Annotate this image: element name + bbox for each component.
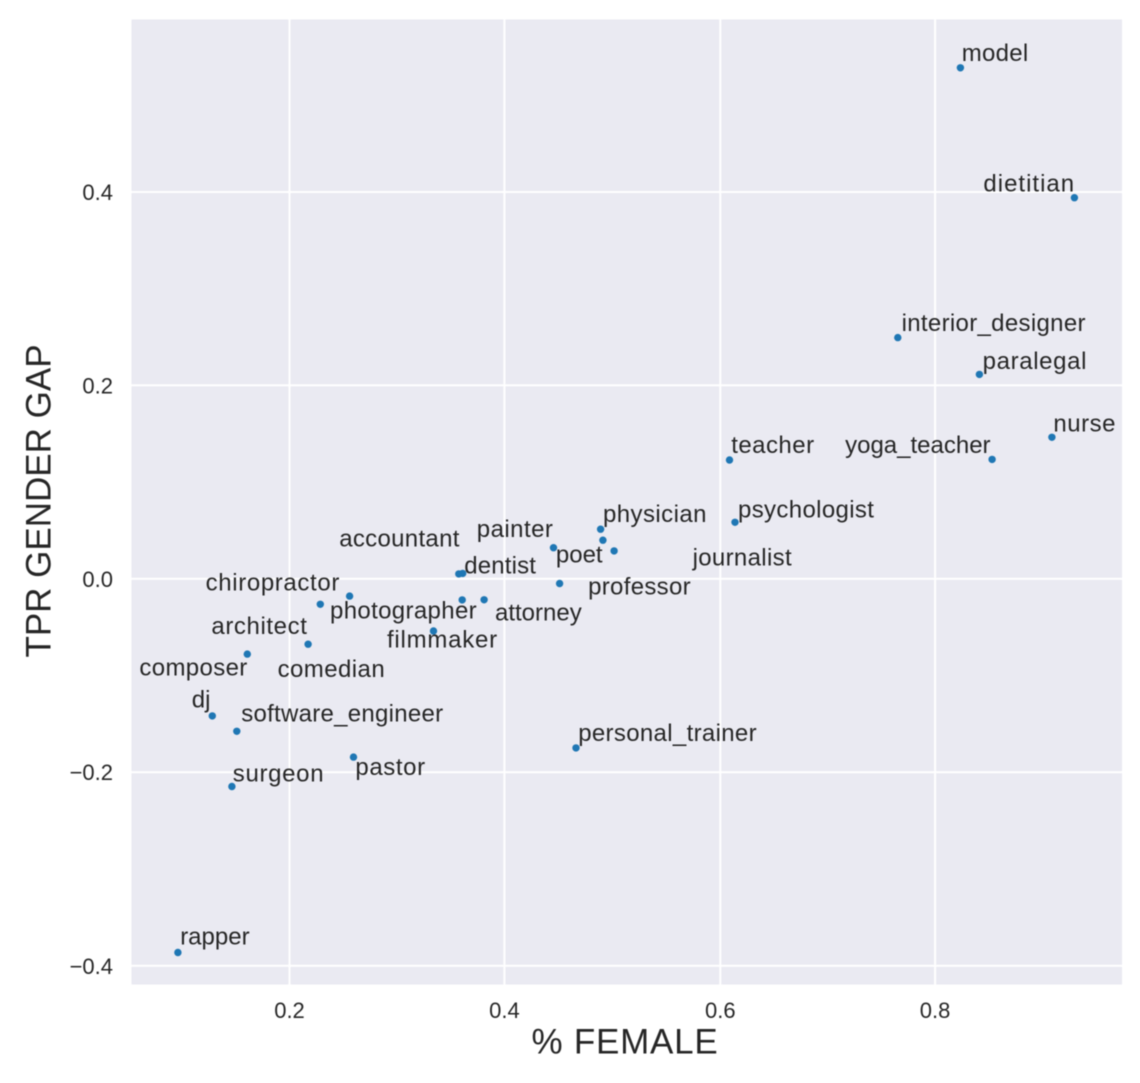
svg-text:0.2: 0.2 <box>82 373 113 398</box>
svg-text:painter: painter <box>477 516 554 543</box>
svg-text:0.4: 0.4 <box>82 180 113 205</box>
svg-text:TPR GENDER GAP: TPR GENDER GAP <box>19 344 58 657</box>
svg-text:architect: architect <box>211 613 307 640</box>
svg-text:accountant: accountant <box>339 526 460 553</box>
svg-text:physician: physician <box>603 501 707 528</box>
svg-text:pastor: pastor <box>355 754 425 781</box>
svg-text:poet: poet <box>556 541 603 568</box>
svg-text:0.8: 0.8 <box>920 998 951 1023</box>
svg-text:0.6: 0.6 <box>705 998 736 1023</box>
svg-text:interior_designer: interior_designer <box>902 310 1086 337</box>
svg-text:teacher: teacher <box>731 432 814 459</box>
svg-text:model: model <box>962 40 1029 67</box>
svg-text:% FEMALE: % FEMALE <box>532 1023 719 1062</box>
svg-text:rapper: rapper <box>180 924 249 951</box>
svg-text:dj: dj <box>192 687 211 714</box>
svg-text:nurse: nurse <box>1053 410 1116 437</box>
svg-text:attorney: attorney <box>495 599 582 626</box>
svg-text:chiropractor: chiropractor <box>206 570 340 597</box>
svg-text:0.4: 0.4 <box>489 998 520 1023</box>
svg-text:personal_trainer: personal_trainer <box>578 720 757 747</box>
svg-text:yoga_teacher: yoga_teacher <box>845 432 990 459</box>
svg-text:filmmaker: filmmaker <box>387 627 498 654</box>
svg-text:surgeon: surgeon <box>233 760 324 787</box>
svg-text:comedian: comedian <box>278 656 386 683</box>
svg-text:composer: composer <box>139 655 247 682</box>
svg-text:−0.2: −0.2 <box>70 760 113 785</box>
svg-text:0.2: 0.2 <box>274 998 305 1023</box>
svg-text:dietitian: dietitian <box>983 171 1075 198</box>
svg-text:0.0: 0.0 <box>82 567 113 592</box>
svg-text:professor: professor <box>588 573 691 600</box>
svg-text:psychologist: psychologist <box>738 496 874 523</box>
svg-text:dentist: dentist <box>464 553 536 580</box>
svg-text:paralegal: paralegal <box>983 348 1088 375</box>
svg-text:journalist: journalist <box>692 544 792 571</box>
svg-text:software_engineer: software_engineer <box>241 701 443 728</box>
svg-text:photographer: photographer <box>330 598 477 625</box>
svg-text:−0.4: −0.4 <box>70 954 113 979</box>
